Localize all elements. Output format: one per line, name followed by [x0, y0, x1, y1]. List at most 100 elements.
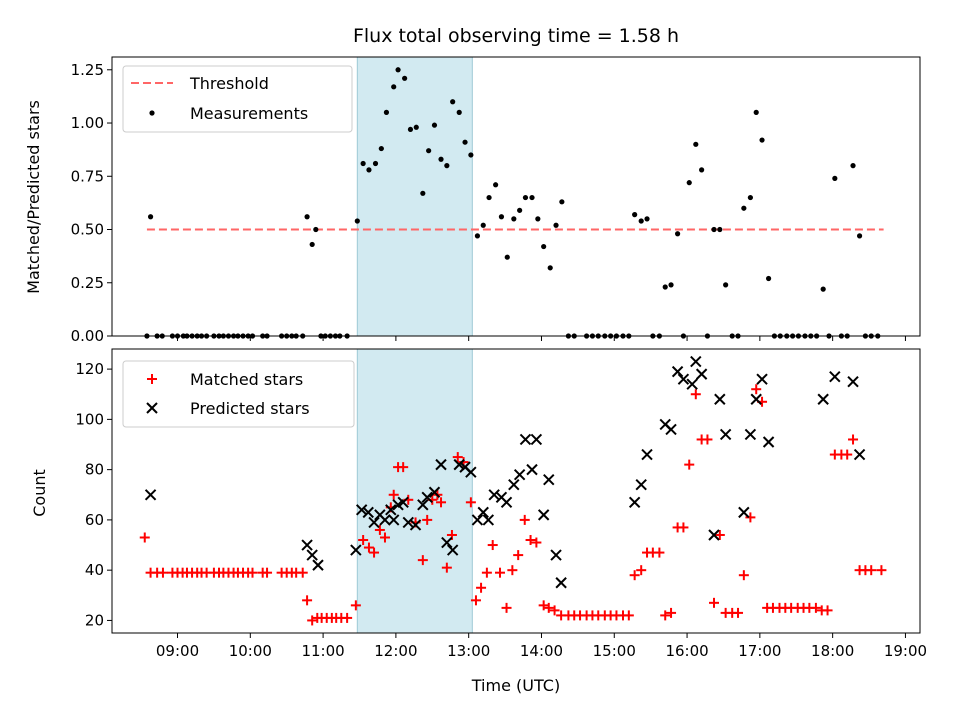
legend-frame	[122, 360, 355, 428]
measurement-point	[395, 67, 401, 73]
predicted-star-point	[355, 504, 368, 516]
predicted-star-point	[756, 373, 768, 385]
matched-star-point	[810, 602, 821, 613]
predicted-star-point	[368, 516, 380, 529]
matched-star-point	[708, 597, 719, 608]
matched-star-point	[374, 524, 385, 535]
matched-star-point	[398, 462, 409, 473]
predicted-star-point	[543, 473, 555, 486]
y-tick-label: 40	[85, 561, 104, 579]
y-tick-label: 80	[85, 461, 104, 479]
predicted-star-point	[817, 393, 829, 405]
x-tick-label: 18:00	[811, 642, 854, 660]
predicted-star-point	[397, 496, 409, 509]
top-shaded-region	[356, 56, 473, 337]
matched-star-point	[369, 547, 380, 558]
measurement-point	[699, 167, 705, 173]
measurement-point	[498, 214, 505, 220]
y-tick-label: 1.00	[71, 114, 104, 132]
measurement-point	[522, 194, 529, 201]
matched-star-point	[666, 607, 677, 618]
y-tick-label: 1.25	[71, 61, 104, 79]
measurement-point	[693, 141, 699, 147]
measurement-point	[391, 84, 397, 90]
predicted-star-point	[762, 436, 775, 448]
predicted-star-point	[428, 486, 441, 498]
measurement-point	[741, 205, 747, 211]
matched-star-point	[422, 514, 433, 525]
measurement-point	[402, 75, 408, 81]
measurement-point	[517, 207, 523, 213]
measurement-point	[638, 218, 644, 224]
x-tick-label: 10:00	[229, 642, 272, 660]
x-tick-label: 09:00	[156, 642, 199, 660]
matched-star-point	[525, 535, 536, 546]
predicted-star-point	[537, 509, 550, 521]
top-axes-frame	[111, 56, 921, 337]
measurement-point	[856, 233, 863, 239]
predicted-star-point	[695, 368, 708, 380]
measurement-point	[378, 145, 384, 152]
matched-star-point	[684, 459, 695, 470]
matched-star-point	[629, 570, 640, 581]
predicted-star-point	[671, 365, 684, 378]
predicted-star-point	[465, 466, 477, 478]
measurement-point	[468, 152, 474, 158]
measurement-point	[313, 226, 319, 233]
measurement-point	[456, 109, 462, 115]
matched-star-point	[297, 567, 308, 578]
chart-title: Flux total observing time = 1.58 h	[353, 25, 679, 47]
predicted-star-point	[453, 458, 465, 471]
measurement-point	[480, 222, 486, 228]
matched-star-point	[388, 489, 399, 500]
predicted-stars-series	[144, 355, 866, 589]
predicted-star-point	[829, 370, 841, 383]
x-tick-label: 13:00	[447, 642, 490, 660]
matched-star-point	[623, 610, 634, 621]
predicted-star-point	[482, 514, 495, 526]
matched-star-point	[307, 615, 318, 626]
predicted-star-point	[550, 549, 562, 561]
matched-star-point	[302, 595, 313, 606]
matched-star-point	[702, 434, 713, 445]
predicted-star-point	[388, 514, 400, 526]
matched-star-point	[262, 567, 273, 578]
matched-star-point	[751, 384, 762, 395]
measurement-point	[820, 286, 826, 292]
legend-predicted-swatch	[146, 402, 158, 414]
predicted-star-point	[677, 373, 690, 385]
predicted-star-point	[477, 506, 489, 519]
predicted-star-point	[708, 529, 720, 541]
legend-measurements-label: Measurements	[190, 104, 308, 123]
matched-star-point	[690, 389, 701, 400]
predicted-star-point	[738, 506, 750, 519]
matched-star-point	[549, 605, 560, 616]
measurement-point	[383, 109, 390, 115]
x-tick-label: 16:00	[665, 642, 708, 660]
y-tick-label: 120	[75, 360, 104, 378]
predicted-star-point	[526, 463, 538, 476]
y-tick-label: 0.00	[71, 327, 104, 345]
predicted-star-point	[144, 489, 157, 501]
measurement-point	[444, 163, 450, 169]
matched-star-point	[350, 600, 361, 611]
predicted-star-point	[628, 496, 641, 509]
legend-predicted-label: Predicted stars	[190, 399, 310, 418]
measurement-point	[504, 254, 510, 260]
bottom-panel: 20 40 60 80 100 120 09:00 10:00 11:00 12:00 13:00…	[30, 348, 927, 695]
bottom-axes-frame	[111, 348, 921, 634]
predicted-star-point	[350, 544, 362, 556]
measurement-point	[366, 167, 372, 173]
x-tick-label: 17:00	[738, 642, 781, 660]
predicted-star-point	[312, 559, 324, 571]
measurement-point	[644, 216, 650, 222]
measurement-point	[850, 163, 856, 169]
measurement-point	[765, 275, 772, 282]
measurement-point	[547, 265, 553, 271]
matched-star-point	[417, 555, 428, 566]
predicted-star-point	[519, 433, 532, 446]
x-tick-label: 19:00	[884, 642, 927, 660]
legend-matched-swatch	[147, 374, 157, 384]
matched-star-point	[876, 565, 887, 576]
bottom-shaded-region	[356, 348, 473, 634]
